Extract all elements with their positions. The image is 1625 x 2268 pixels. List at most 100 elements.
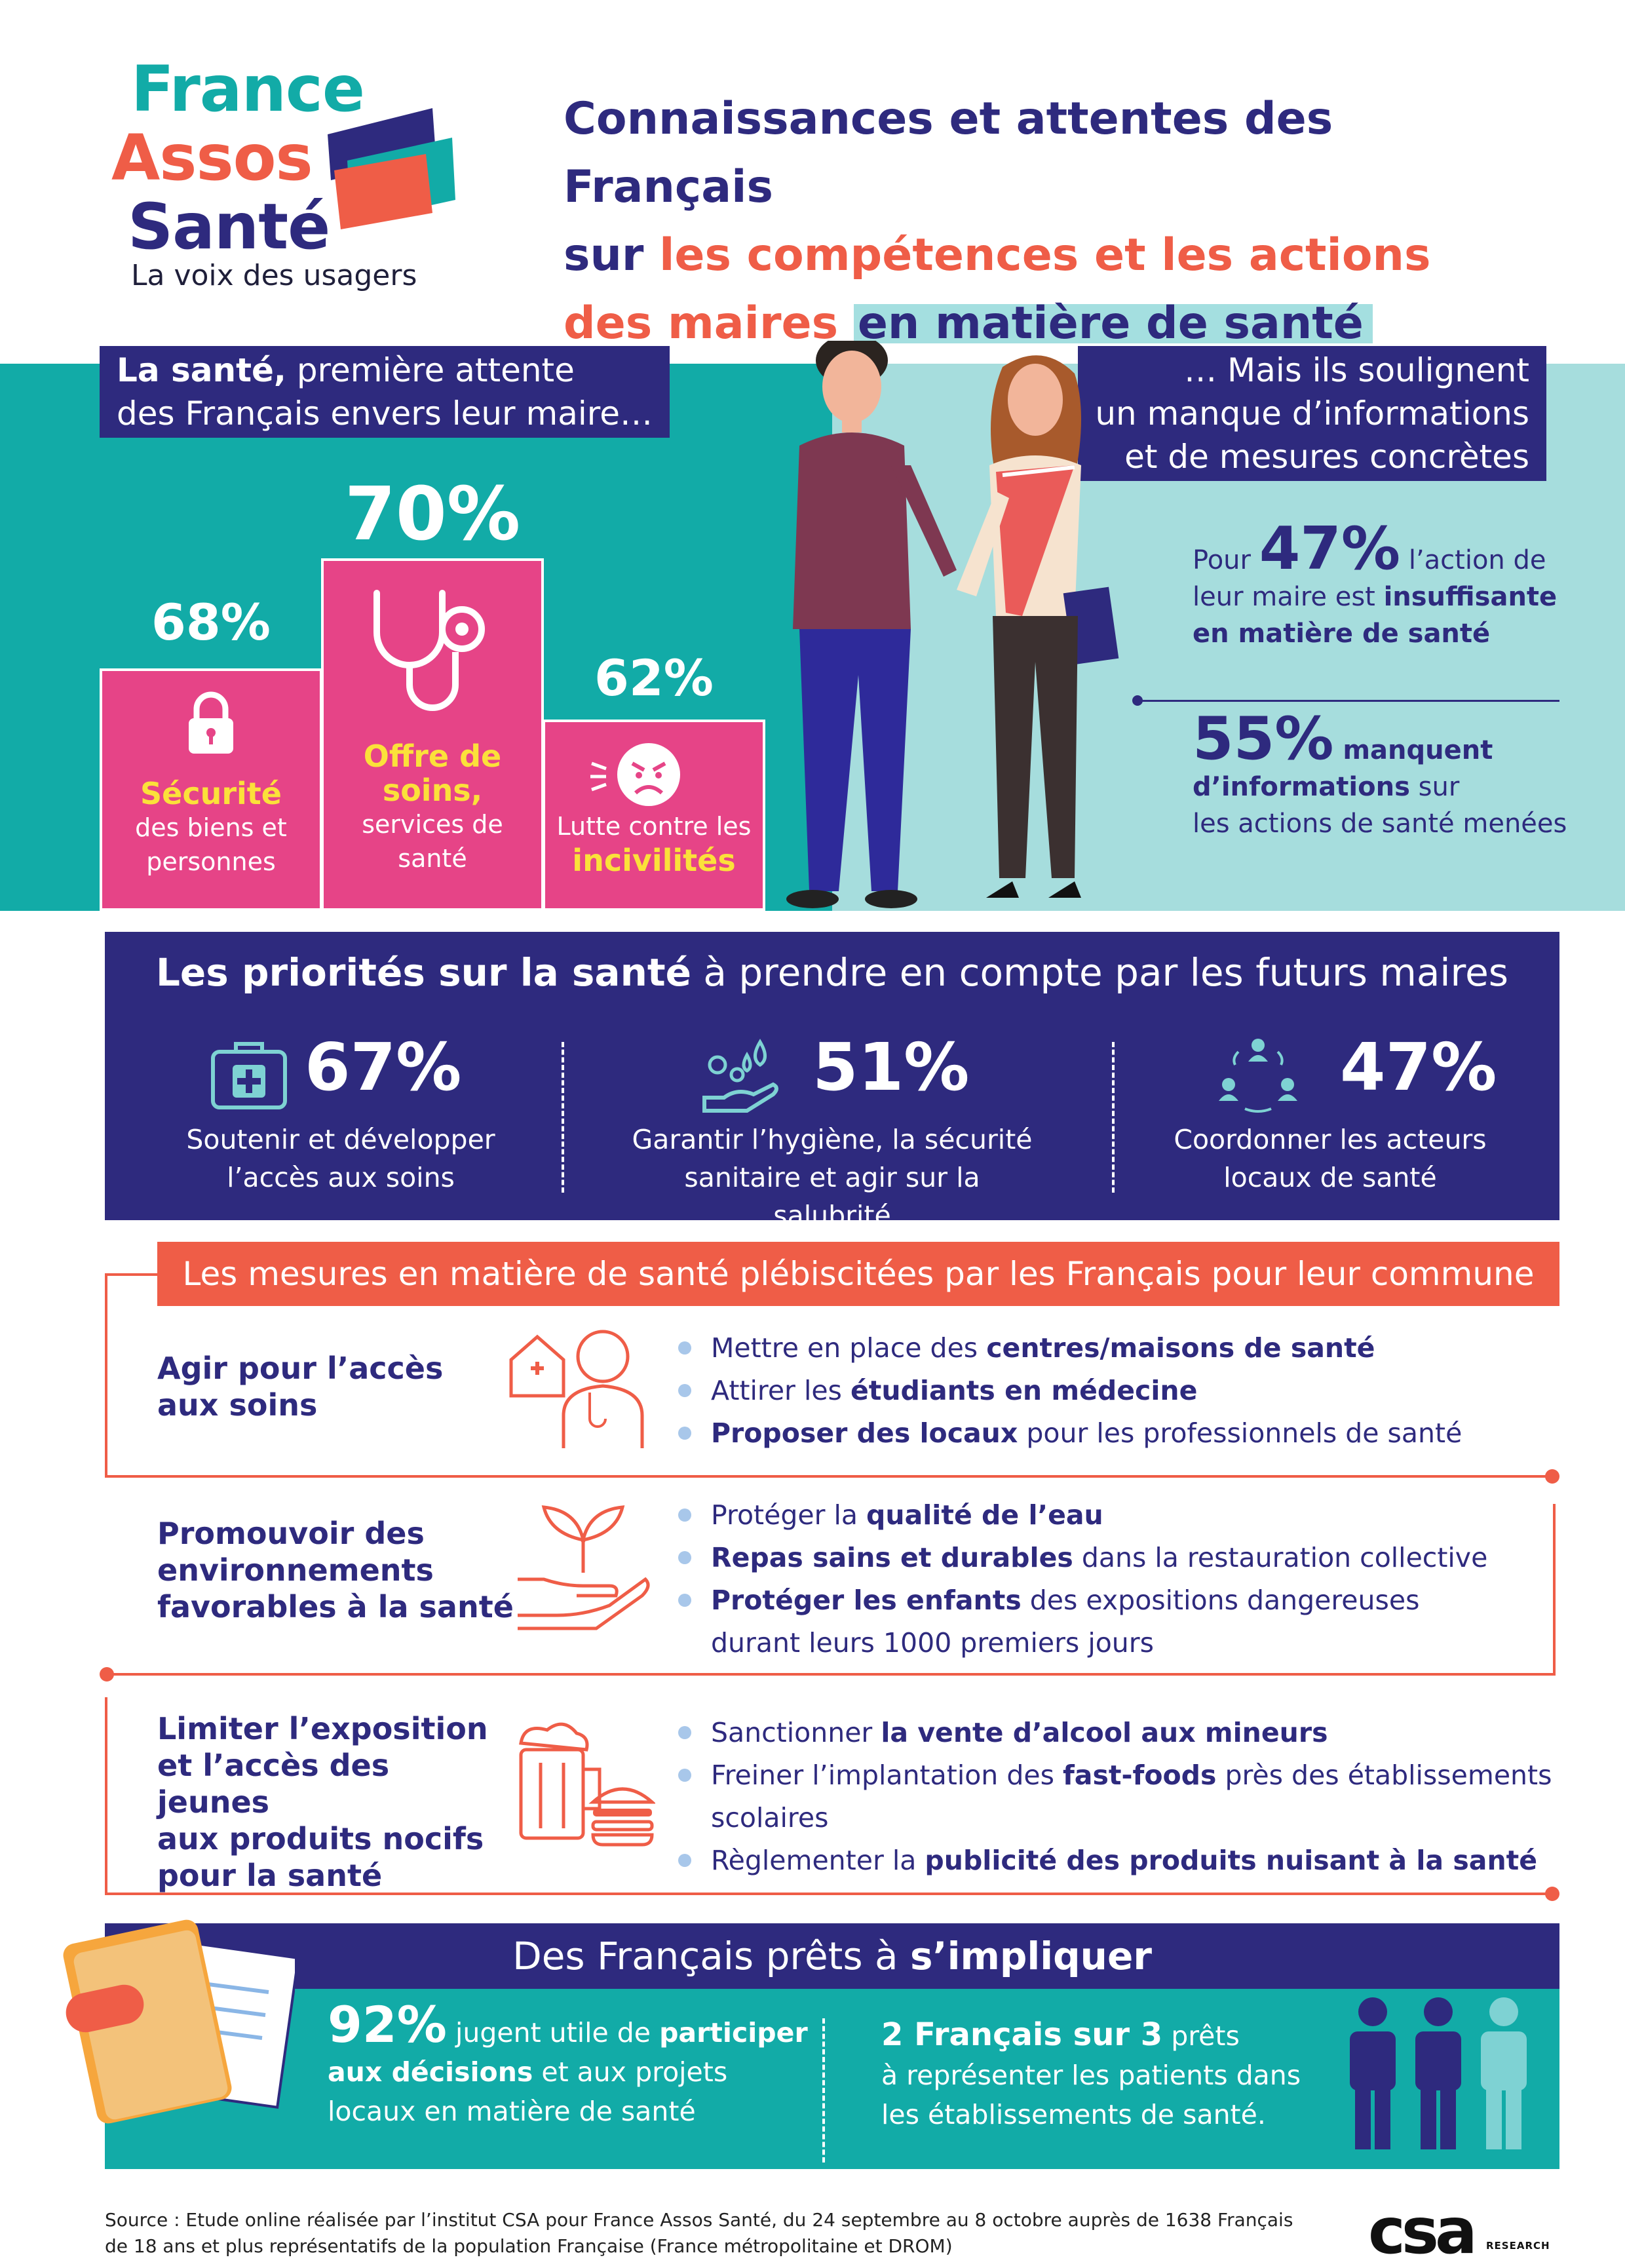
frame-dot-3 (1545, 1887, 1559, 1901)
mesure-group-2-title-line1: Promouvoir des (157, 1516, 425, 1551)
frame-bottom-2 (105, 1673, 1556, 1676)
frame-dot-1 (1545, 1469, 1559, 1484)
stat47-bold2: insuffisante (1383, 582, 1558, 612)
left-heading-rest1: première attente (286, 351, 575, 389)
item-bold: publicité des produits nuisant à la sant… (925, 1845, 1538, 1876)
stat55-text2: sur (1409, 772, 1460, 802)
item-bold: Proposer des locaux (711, 1417, 1018, 1449)
list-item: Proposer des locaux pour les professionn… (678, 1412, 1556, 1455)
priority-separator-2 (1112, 1042, 1115, 1193)
mesure-group-3-title-line1: Limiter l’exposition (157, 1711, 488, 1746)
list-item: Protéger la qualité de l’eau (678, 1494, 1556, 1537)
item-text: pour les professionnels de santé (1018, 1417, 1462, 1449)
implication-left-t1: jugent utile de (446, 2017, 660, 2048)
priorities-title-bold: Les priorités sur la santé (155, 950, 691, 995)
list-item: Repas sains et durables dans la restaura… (678, 1537, 1556, 1579)
implication-title-prefix: Des Français prêts à (512, 1934, 911, 1978)
mesure-group-3-title-line2: et l’accès des jeunes (157, 1748, 390, 1820)
title-part3-highlight: des maires (564, 298, 839, 349)
implication-left-b1: participer (659, 2017, 808, 2048)
left-heading-bold: La santé, (117, 351, 286, 389)
plant-in-hand-icon (518, 1505, 650, 1630)
implication-left-t2: et aux projets (533, 2056, 728, 2088)
mesure-group-1-title-line2: aux soins (157, 1387, 318, 1423)
frame-left-1 (105, 1273, 107, 1476)
mesure-group-3-list: Sanctionner la vente d’alcool aux mineur… (678, 1712, 1556, 1882)
implication-right-t2: à représenter les patients dans (881, 2060, 1301, 2091)
priority-3-value: 47% (1340, 1029, 1497, 1105)
stat47-num: 47% (1259, 514, 1401, 583)
mesure-group-1-list: Mettre en place des centres/maisons de s… (678, 1327, 1556, 1455)
priority-3-line2: locaux de santé (1223, 1162, 1437, 1193)
implication-left-t3: locaux en matière de santé (328, 2096, 696, 2127)
title-part2-prefix: sur (564, 229, 660, 281)
priority-1-value: 67% (305, 1029, 462, 1105)
bar-incivilites-value: 62% (594, 649, 714, 707)
angry-face-icon (590, 743, 680, 806)
bar-offre-soins-highlight: Offre de soins, (363, 739, 502, 808)
bar-securite-label: Sécurité des biens et personnes (100, 777, 322, 879)
priority-1-line1: Soutenir et développer (186, 1124, 495, 1155)
implication-title-bold: s’impliquer (910, 1934, 1152, 1978)
priority-item-3: 47% Coordonner les acteurs locaux de san… (1120, 1029, 1540, 1206)
implication-right-text: 2 Français sur 3 prêts à représenter les… (881, 2015, 1340, 2134)
item-bold: Repas sains et durables (711, 1542, 1073, 1573)
priority-item-2: 51% Garantir l’hygiène, la sécurité sani… (622, 1029, 1042, 1231)
implication-panel (105, 1989, 1559, 2169)
mesure-group-3-title: Limiter l’exposition et l’accès des jeun… (157, 1710, 498, 1894)
logo-france: France (131, 52, 365, 126)
implication-right-bold: 2 Français sur 3 (881, 2016, 1163, 2053)
item-text: Sanctionner (711, 1717, 881, 1748)
frame-right-2 (1553, 1504, 1556, 1674)
item-bold: fast-foods (1062, 1759, 1217, 1791)
mesure-group-3-title-line4: pour la santé (157, 1858, 383, 1893)
frame-bottom-1 (105, 1475, 1553, 1478)
priorities-title: Les priorités sur la santé à prendre en … (105, 950, 1559, 995)
logo-mark-icon (328, 108, 455, 229)
persons-two-of-three-icon (1350, 1997, 1527, 2149)
section1-left-heading: La santé, première attente des Français … (100, 346, 670, 438)
beer-burger-icon (519, 1722, 655, 1847)
item-bold: la vente d’alcool aux mineurs (881, 1717, 1328, 1748)
priority-2-line2: sanitaire et agir sur la salubrité (684, 1162, 980, 1231)
source-line2: de 18 ans et plus représentatifs de la p… (105, 2235, 953, 2257)
right-heading-line3: et de mesures concrètes (1124, 438, 1529, 476)
item-text: dans la restauration collective (1073, 1542, 1488, 1573)
list-item: Freiner l’implantation des fast-foods pr… (678, 1754, 1556, 1839)
priority-2-value: 51% (812, 1029, 970, 1105)
bar-securite-highlight: Sécurité (140, 776, 282, 811)
title-part1: Connaissances et attentes des Français (564, 93, 1333, 213)
source-line1: Source : Etude online réalisée par l’ins… (105, 2209, 1293, 2231)
hand-water-drops-icon (702, 1039, 778, 1113)
priorities-panel (105, 932, 1559, 1220)
csa-logo-subtitle: RESEARCH (1486, 2240, 1550, 2252)
stat55-bold1: manquent (1333, 735, 1493, 765)
notebook-documents-icon (63, 1919, 295, 2124)
stat47-bold3: en matière de santé (1193, 619, 1491, 649)
right-heading-line2: un manque d’informations (1095, 394, 1529, 432)
item-text: Freiner l’implantation des (711, 1759, 1063, 1791)
implication-separator (822, 2018, 825, 2162)
mesure-group-2-list: Protéger la qualité de l’eau Repas sains… (678, 1494, 1556, 1664)
frame-left-3 (105, 1697, 107, 1894)
bar-offre-soins-value: 70% (344, 472, 521, 557)
stats-divider (1137, 700, 1559, 702)
implication-left-text: 92% jugent utile de participer aux décis… (328, 2000, 826, 2131)
section1-right-heading: … Mais ils soulignent un manque d’inform… (1078, 346, 1546, 481)
priority-3-text: Coordonner les acteurs locaux de santé (1120, 1121, 1540, 1197)
mesures-banner: Les mesures en matière de santé plébisci… (157, 1242, 1559, 1306)
bar-offre-soins-label: Offre de soins, services de santé (321, 739, 544, 875)
page-title: Connaissances et attentes des Français s… (564, 85, 1514, 358)
priority-1-text: Soutenir et développer l’accès aux soins (131, 1121, 550, 1197)
list-item-continuation: durant leurs 1000 premiers jours (711, 1627, 1154, 1659)
logo-assos: Assos (111, 121, 313, 195)
item-bold: centres/maisons de santé (986, 1332, 1375, 1364)
stat47-prefix: Pour (1193, 545, 1259, 575)
mesure-group-2-title-line3: favorables à la santé (157, 1589, 514, 1624)
source-note: Source : Etude online réalisée par l’ins… (105, 2207, 1350, 2259)
item-bold: qualité de l’eau (866, 1499, 1103, 1531)
stat55-bold2: d’informations (1193, 772, 1410, 802)
list-item: Règlementer la publicité des produits nu… (678, 1839, 1556, 1882)
item-bold: étudiants en médecine (850, 1375, 1198, 1406)
implication-left-num: 92% (328, 1995, 447, 2054)
